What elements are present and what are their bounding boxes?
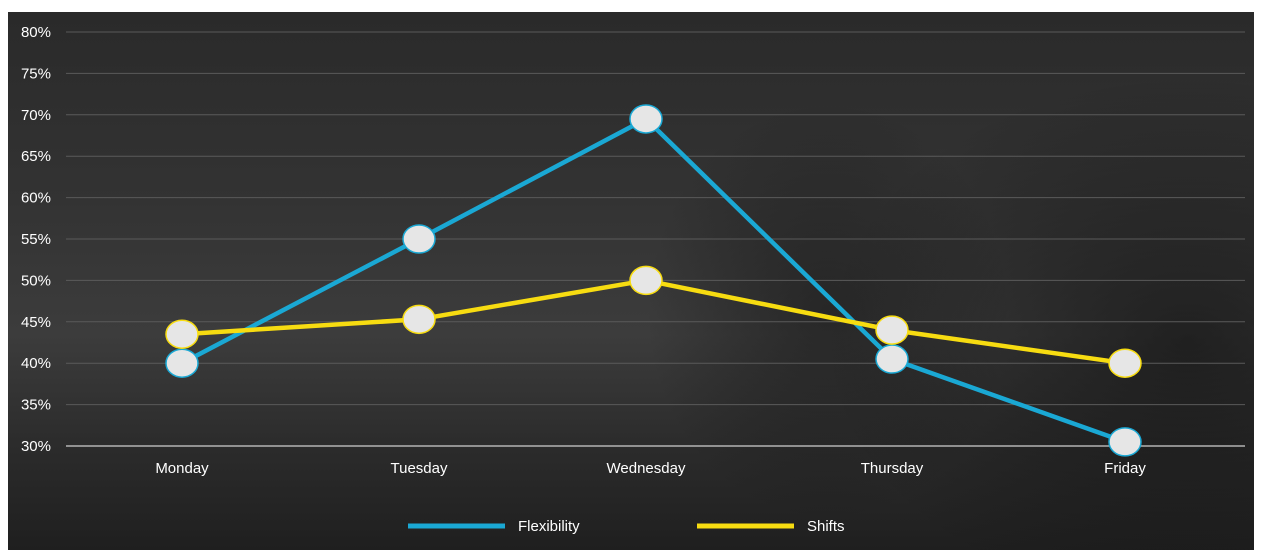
y-tick-label: 70% bbox=[21, 107, 51, 124]
data-point-shifts bbox=[629, 265, 663, 296]
data-point-flexibility bbox=[875, 344, 909, 374]
data-point-shifts bbox=[875, 315, 909, 345]
y-tick-label: 30% bbox=[21, 438, 51, 455]
data-point-shifts bbox=[1108, 348, 1142, 378]
gridlines bbox=[66, 31, 1245, 447]
data-point-flexibility bbox=[165, 348, 199, 378]
x-tick-label: Friday bbox=[1104, 460, 1146, 477]
legend-label-shifts: Shifts bbox=[807, 518, 845, 535]
y-tick-label: 40% bbox=[21, 355, 51, 372]
x-tick-label: Tuesday bbox=[391, 460, 448, 477]
y-tick-label: 50% bbox=[21, 272, 51, 289]
y-tick-label: 55% bbox=[21, 231, 51, 248]
y-tick-label: 65% bbox=[21, 148, 51, 165]
data-point-flexibility bbox=[1108, 427, 1142, 457]
y-tick-label: 45% bbox=[21, 314, 51, 331]
data-point-flexibility bbox=[402, 224, 436, 254]
x-axis-ticks: Monday Tuesday Wednesday Thursday Friday bbox=[155, 460, 1146, 477]
data-point-shifts bbox=[402, 304, 436, 335]
y-tick-label: 35% bbox=[21, 397, 51, 414]
data-point-shifts bbox=[165, 319, 199, 349]
y-tick-label: 60% bbox=[21, 190, 51, 207]
y-axis-ticks: 80% 75% 70% 65% 60% 55% 50% 45% 40% 35% 30% bbox=[21, 24, 51, 455]
x-tick-label: Thursday bbox=[861, 460, 924, 477]
series-markers bbox=[165, 104, 1142, 457]
y-tick-label: 75% bbox=[21, 65, 51, 82]
data-point-flexibility bbox=[629, 104, 663, 134]
y-tick-label: 80% bbox=[21, 24, 51, 41]
legend-label-flexibility: Flexibility bbox=[518, 518, 580, 535]
x-tick-label: Wednesday bbox=[607, 460, 686, 477]
legend: Flexibility Shifts bbox=[408, 518, 845, 535]
x-tick-label: Monday bbox=[155, 460, 209, 477]
